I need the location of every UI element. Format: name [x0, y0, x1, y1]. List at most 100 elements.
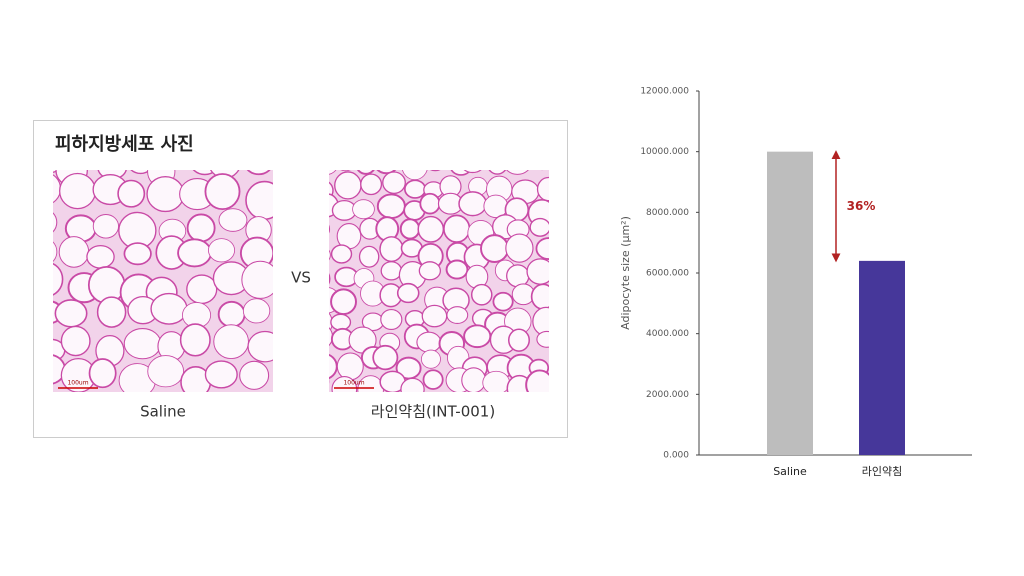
cell [96, 296, 127, 328]
histology-image [329, 170, 549, 392]
cell [53, 262, 64, 296]
cell [507, 328, 531, 352]
cell [330, 288, 357, 316]
cell [404, 179, 427, 199]
cell [217, 300, 246, 328]
cell [186, 274, 218, 305]
cell [525, 369, 549, 392]
cell [458, 191, 488, 217]
cell [59, 172, 97, 210]
cell [54, 299, 88, 328]
cell [204, 360, 238, 389]
cell [421, 304, 448, 328]
cell [352, 199, 375, 220]
cell [488, 170, 507, 175]
bar-chart: 0.000 2000.000 4000.000 6000.000 8000.000 100… [619, 87, 972, 478]
cell [218, 208, 248, 232]
cell [86, 244, 115, 269]
cell [536, 330, 549, 348]
cell [400, 377, 425, 392]
cell [380, 308, 403, 331]
vs-label: VS [291, 269, 311, 287]
cell [418, 261, 442, 281]
cell [463, 170, 482, 174]
cell [150, 292, 188, 325]
y-tick-label: 8000.000 [646, 208, 689, 218]
cell [213, 324, 249, 360]
cell [329, 249, 331, 261]
cell [329, 170, 337, 175]
cell [420, 349, 441, 369]
cell [146, 176, 185, 213]
caption: 라인약침(INT-001) [371, 403, 495, 421]
cell [372, 344, 399, 371]
cell [358, 245, 380, 268]
cell [334, 171, 362, 200]
y-axis-label: Adipocyte size (µm²) [619, 216, 632, 330]
cell [417, 215, 445, 243]
cell [396, 282, 420, 304]
cell [535, 237, 549, 260]
cell [470, 283, 493, 306]
cell [461, 367, 487, 392]
scale-label: 100um [343, 380, 364, 387]
cell [480, 234, 510, 263]
cell [443, 214, 471, 243]
cell [117, 179, 146, 208]
cell [329, 273, 331, 285]
x-tick-label: Saline [773, 465, 807, 478]
x-tick-label: 라인약침 [862, 464, 902, 478]
bar [767, 151, 813, 455]
caption: Saline [140, 403, 186, 421]
scale-label: 100um [67, 380, 88, 387]
cell [360, 173, 383, 196]
cell [445, 259, 469, 280]
cell [88, 358, 117, 389]
y-tick-label: 0.000 [663, 451, 689, 461]
cell [329, 224, 331, 234]
cell [380, 261, 403, 281]
y-tick-label: 12000.000 [640, 87, 689, 97]
cell [241, 260, 273, 299]
cell [430, 170, 441, 172]
cell [505, 233, 534, 263]
cell [506, 264, 530, 288]
cell [399, 218, 421, 240]
cell [340, 170, 351, 172]
cell [192, 170, 217, 176]
cell [179, 323, 211, 357]
cell [123, 328, 162, 360]
cell [529, 217, 549, 237]
cell [246, 170, 271, 176]
cell [204, 173, 241, 211]
cell [419, 192, 441, 215]
cell [483, 194, 509, 218]
cell [422, 369, 444, 390]
cell [242, 298, 271, 324]
cell [336, 352, 364, 381]
cell [58, 236, 90, 268]
annotation: 36% [847, 199, 876, 213]
cell [379, 236, 404, 263]
cell [247, 330, 273, 363]
cell [239, 360, 270, 390]
cell [482, 370, 510, 392]
cell [492, 291, 514, 312]
cell [446, 306, 469, 324]
cell [130, 170, 151, 175]
cell [382, 171, 406, 195]
cell [330, 244, 353, 264]
cell [208, 238, 236, 263]
histology-image [53, 170, 273, 392]
y-tick-label: 6000.000 [646, 269, 689, 279]
cell [177, 238, 212, 268]
cell [53, 241, 58, 263]
cell [416, 331, 442, 353]
cell [330, 313, 352, 331]
y-tick-label: 2000.000 [646, 390, 689, 400]
cell [60, 325, 91, 357]
bar [859, 260, 905, 455]
y-tick-label: 4000.000 [646, 329, 689, 339]
cell [356, 170, 375, 175]
